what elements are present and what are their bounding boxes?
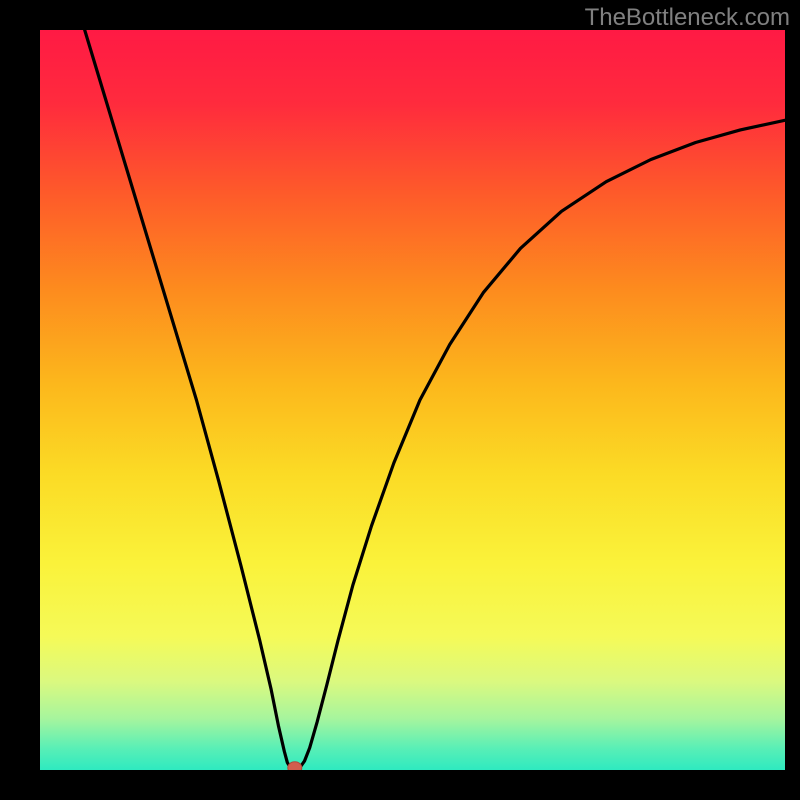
- plot-area: [40, 30, 785, 770]
- chart-container: TheBottleneck.com: [0, 0, 800, 800]
- valley-marker: [288, 762, 302, 770]
- watermark-text: TheBottleneck.com: [585, 4, 790, 32]
- chart-svg: [40, 30, 785, 770]
- gradient-background: [40, 30, 785, 770]
